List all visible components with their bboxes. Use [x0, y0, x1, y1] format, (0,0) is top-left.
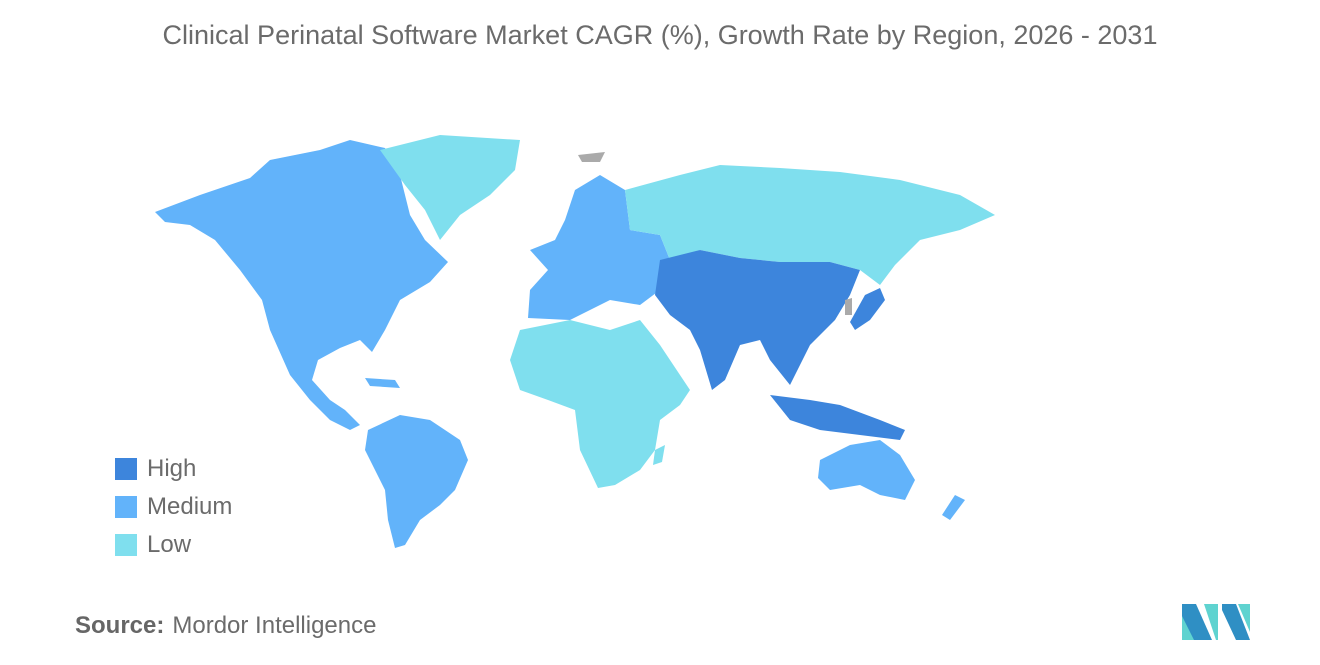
- mordor-logo-icon: [1182, 604, 1250, 640]
- region-svalbard: [578, 152, 605, 162]
- chart-title: Clinical Perinatal Software Market CAGR …: [162, 20, 1158, 50]
- region-north-america[interactable]: [155, 140, 448, 430]
- region-madagascar: [653, 445, 665, 465]
- legend-item-medium: Medium: [115, 488, 232, 526]
- region-southeast-asia[interactable]: [770, 395, 905, 440]
- legend-swatch-low: [115, 534, 137, 556]
- legend-swatch-medium: [115, 496, 137, 518]
- source: Source: Mordor Intelligence: [75, 612, 376, 640]
- region-asia[interactable]: [655, 250, 860, 390]
- region-korea: [845, 298, 852, 315]
- legend: High Medium Low: [115, 450, 232, 564]
- source-label: Source:: [75, 612, 165, 639]
- source-value: Mordor Intelligence: [172, 612, 377, 639]
- legend-item-high: High: [115, 450, 232, 488]
- region-greenland[interactable]: [380, 135, 520, 240]
- region-japan[interactable]: [850, 288, 885, 330]
- legend-item-low: Low: [115, 526, 232, 564]
- legend-label: High: [147, 455, 197, 482]
- region-australia[interactable]: [818, 440, 915, 500]
- legend-swatch-high: [115, 458, 137, 480]
- region-caribbean: [365, 378, 400, 388]
- legend-label: Medium: [147, 493, 233, 520]
- legend-label: Low: [147, 531, 192, 558]
- region-russia[interactable]: [625, 165, 995, 285]
- region-middle-east-africa[interactable]: [510, 320, 690, 488]
- region-south-america[interactable]: [365, 415, 468, 548]
- region-europe[interactable]: [528, 175, 670, 320]
- region-new-zealand: [942, 495, 965, 520]
